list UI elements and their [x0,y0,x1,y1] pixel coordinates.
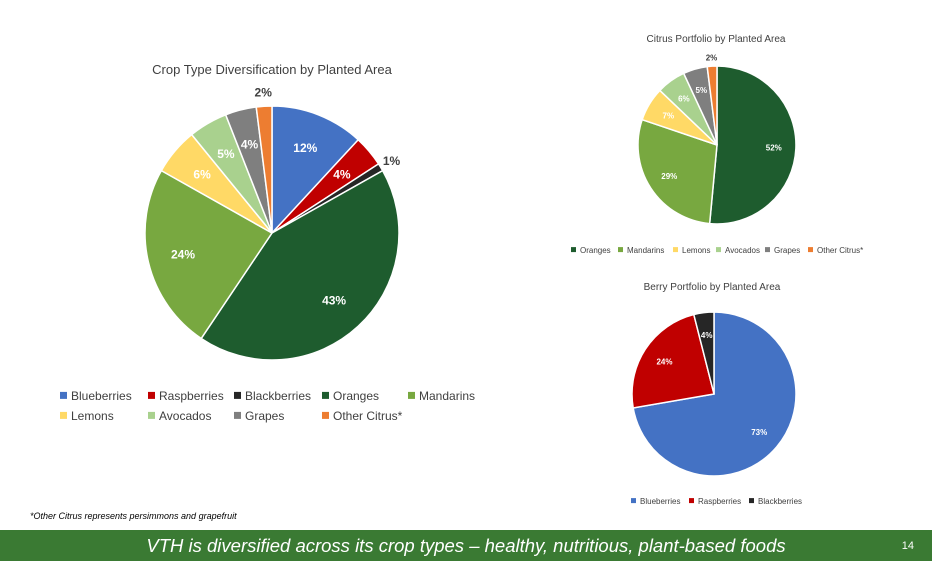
footer-bar: VTH is diversified across its crop types… [0,530,932,561]
citrus-chart-title: Citrus Portfolio by Planted Area [647,34,786,45]
crop-label-raspberries: 4% [333,167,351,181]
crop-legend-swatch-avocados [148,411,155,419]
berry-slice-blackberries [692,311,715,395]
berry-legend-swatch-blackberries [749,498,754,504]
crop-slice-oranges [200,169,400,361]
citrus-legend-swatch-grapes [765,247,770,253]
berry-slice-raspberries [631,313,715,409]
citrus-label-grapes: 5% [696,86,708,95]
citrus-legend-label-lemons: Lemons [682,246,710,255]
crop-legend-swatch-mandarins [408,391,415,399]
crop-label-grapes: 4% [241,138,259,152]
citrus-label-mandarins: 29% [661,172,677,181]
crop-legend-swatch-raspberries [148,391,155,399]
berry-chart: Berry Portfolio by Planted Area 73% 24% 4% B… [631,282,802,506]
crop-legend-label-oranges: Oranges [333,389,379,403]
crop-legend-label-blueberries: Blueberries [71,389,132,403]
citrus-label-oranges: 52% [766,144,782,153]
crop-label-other-citrus: 2% [255,86,273,100]
berry-legend-swatch-blueberries [631,498,636,504]
crop-legend-label-grapes: Grapes [245,409,284,423]
citrus-legend-swatch-other-citrus [808,247,813,253]
crop-legend-label-other-citrus: Other Citrus* [333,409,403,423]
charts-canvas: Crop Type Diversification by Planted Are… [60,34,863,506]
crop-label-mandarins: 24% [171,247,195,261]
berry-legend-label-raspberries: Raspberries [698,497,741,506]
citrus-chart: Citrus Portfolio by Planted Area 52% 29% 7%… [571,34,863,255]
citrus-legend-swatch-lemons [673,247,678,253]
crop-slice-mandarins [144,169,274,340]
citrus-slice-mandarins [637,118,718,225]
berry-label-blackberries: 4% [701,331,713,340]
footer-headline: VTH is diversified across its crop types… [146,535,786,556]
citrus-legend-swatch-oranges [571,247,576,253]
citrus-slice-other-citrus [706,65,718,146]
citrus-legend-label-oranges: Oranges [580,246,611,255]
citrus-label-other-citrus: 2% [706,53,718,62]
citrus-slice-oranges [708,65,797,225]
berry-legend-label-blackberries: Blackberries [758,497,802,506]
crop-label-lemons: 6% [193,167,211,181]
citrus-legend-swatch-avocados [716,247,721,253]
crop-legend-swatch-grapes [234,411,241,419]
crop-legend-label-avocados: Avocados [159,409,211,423]
crop-legend-swatch-other-citrus [322,411,329,419]
citrus-label-lemons: 7% [663,111,675,120]
crop-legend-swatch-oranges [322,391,329,399]
crop-legend-label-mandarins: Mandarins [419,389,475,403]
citrus-legend-label-avocados: Avocados [725,246,760,255]
berry-legend-label-blueberries: Blueberries [640,497,680,506]
citrus-legend-label-mandarins: Mandarins [627,246,664,255]
footnote: *Other Citrus represents persimmons and … [30,511,237,521]
crop-label-blackberries: 1% [383,154,401,168]
crop-legend-label-lemons: Lemons [71,409,114,423]
crop-legend-swatch-blackberries [234,391,241,399]
crop-label-blueberries: 12% [293,141,317,155]
berry-legend-swatch-raspberries [689,498,694,504]
crop-slice-other-citrus [255,105,273,234]
citrus-legend-swatch-mandarins [618,247,623,253]
crop-legend-swatch-blueberries [60,391,67,399]
crop-label-oranges: 43% [322,293,346,307]
crop-chart: Crop Type Diversification by Planted Are… [60,62,475,423]
berry-label-blueberries: 73% [751,428,767,437]
crop-slice-blueberries [271,105,360,235]
berry-label-raspberries: 24% [656,358,672,367]
citrus-label-avocados: 6% [678,95,690,104]
crop-legend-label-raspberries: Raspberries [159,389,224,403]
citrus-legend-label-grapes: Grapes [774,246,800,255]
crop-legend-swatch-lemons [60,411,67,419]
crop-legend-label-blackberries: Blackberries [245,389,311,403]
page-number: 14 [901,540,914,552]
berry-chart-title: Berry Portfolio by Planted Area [644,282,781,293]
crop-chart-title: Crop Type Diversification by Planted Are… [152,62,392,77]
crop-label-avocados: 5% [217,147,235,161]
citrus-legend-label-other-citrus: Other Citrus* [817,246,863,255]
